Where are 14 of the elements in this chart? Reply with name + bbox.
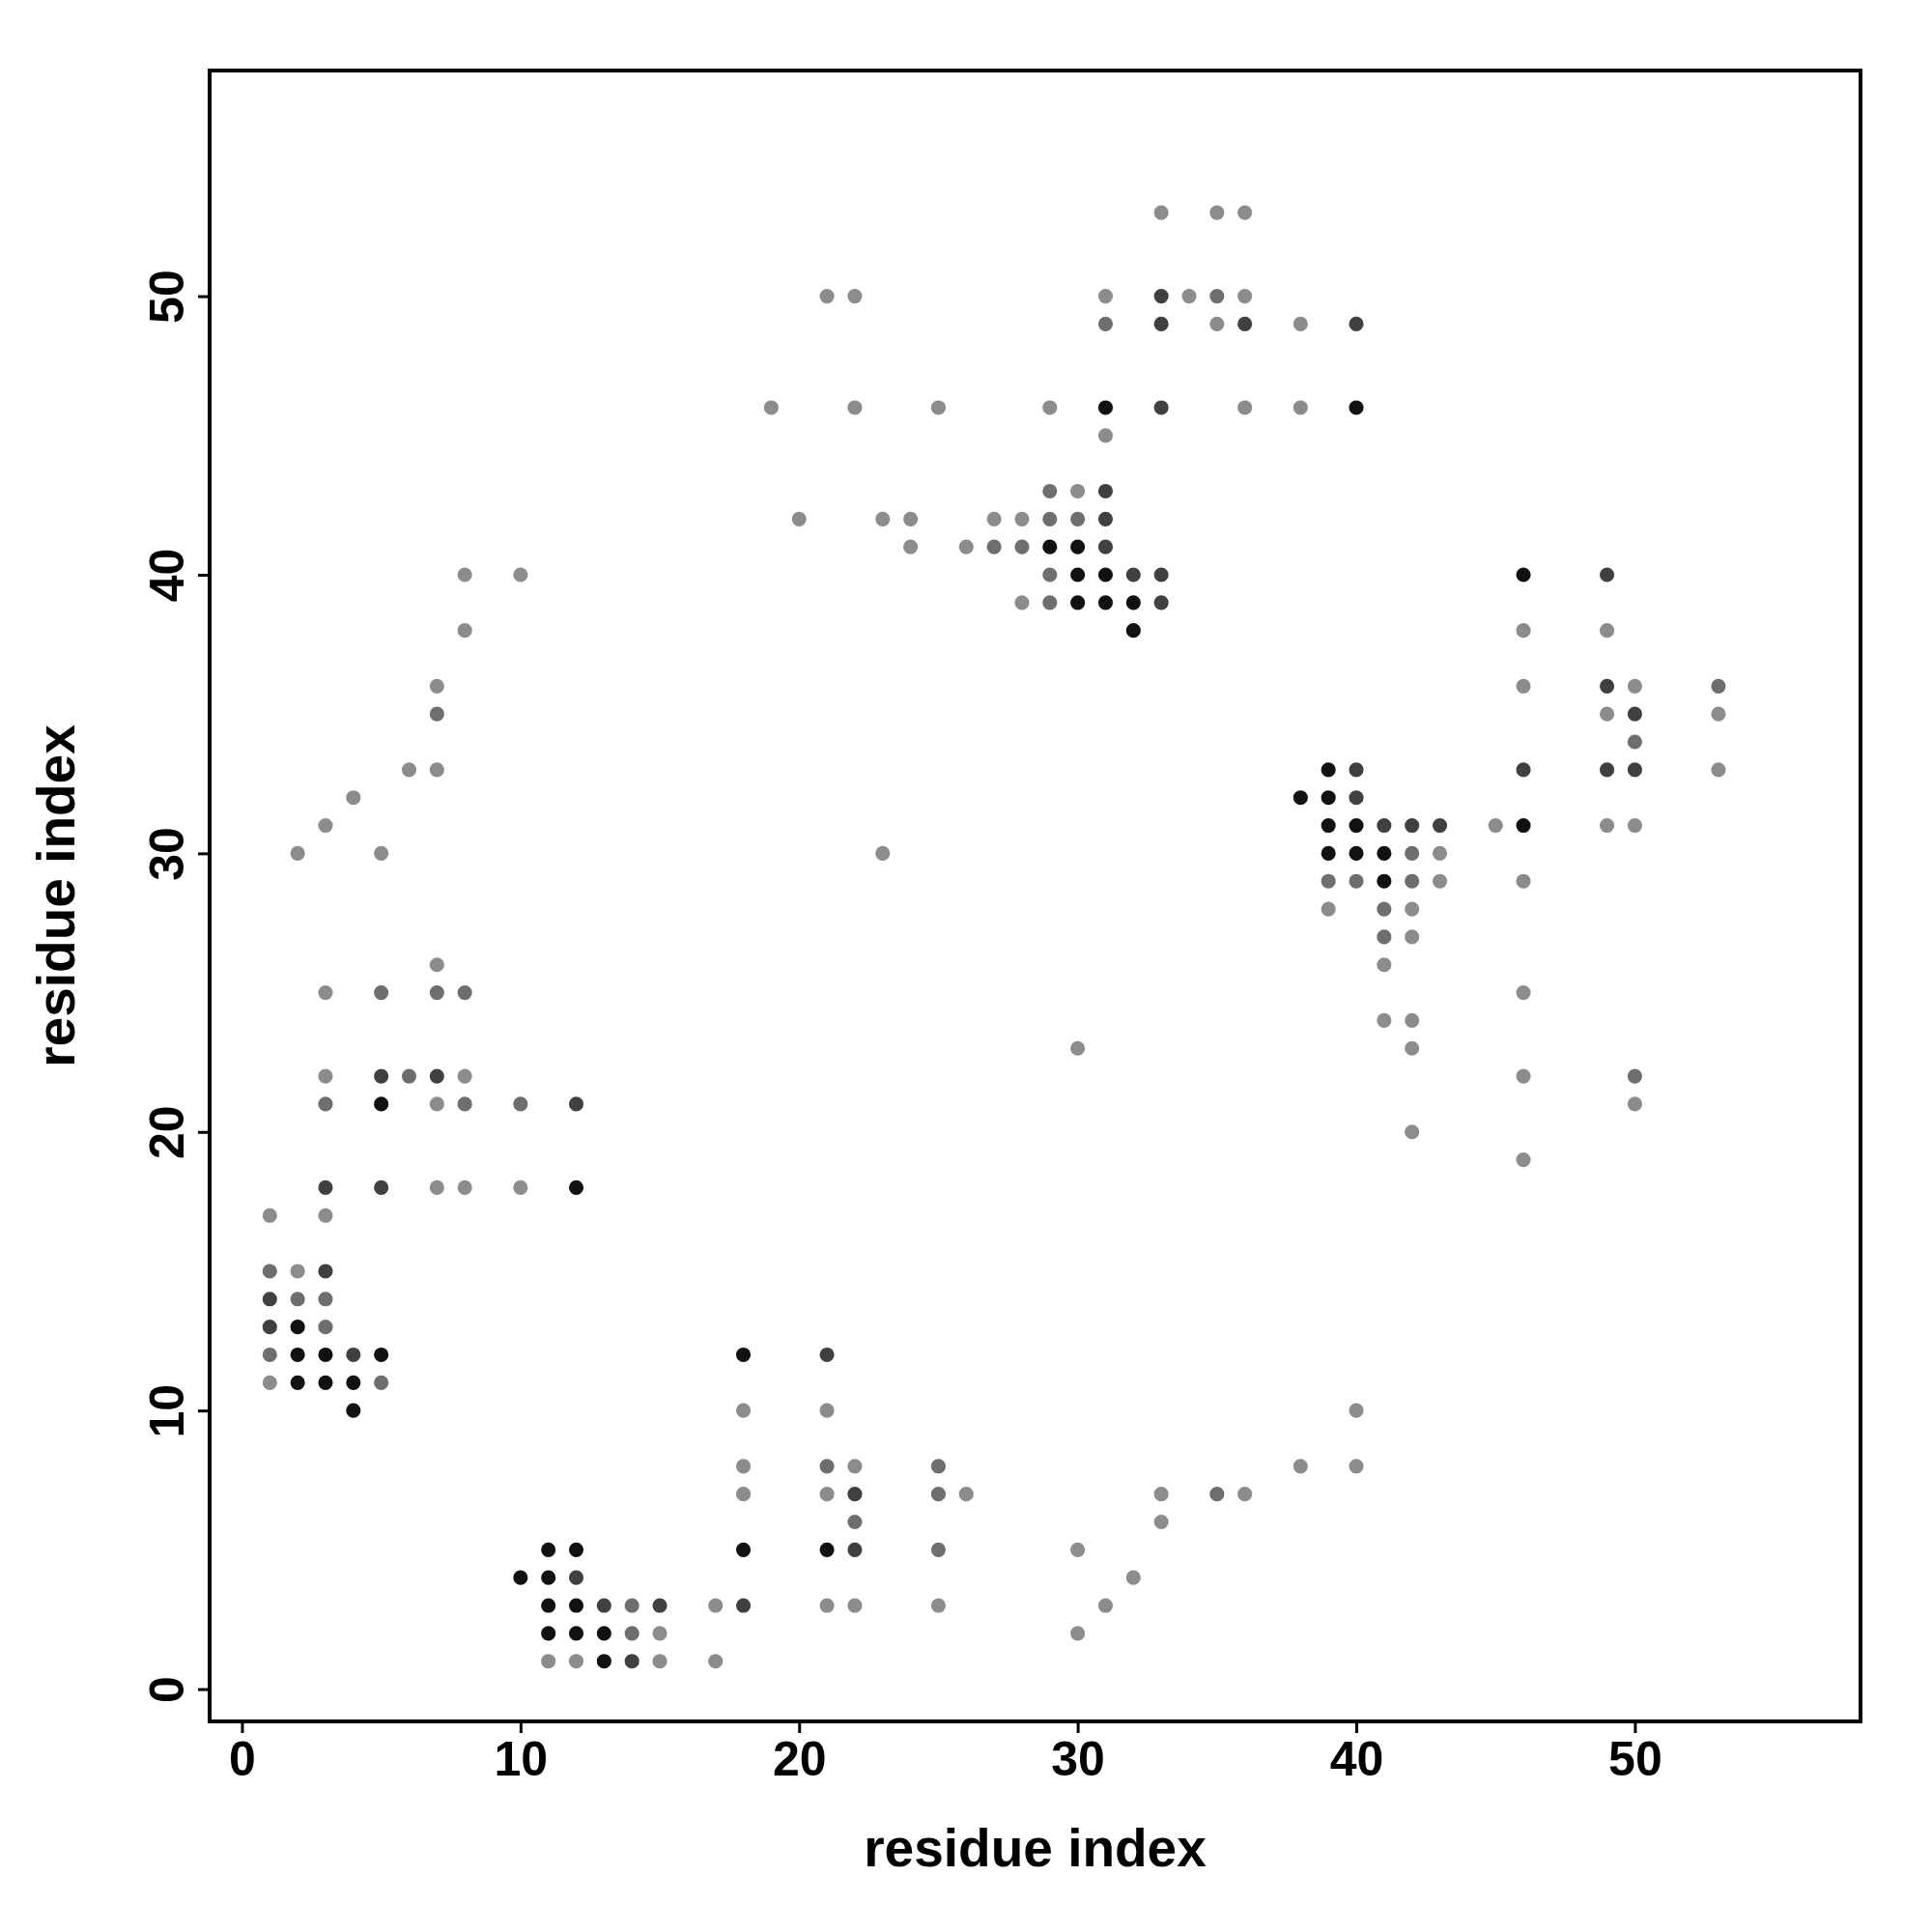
y-tick-label: 30 bbox=[139, 827, 194, 881]
x-tick-label: 0 bbox=[229, 1731, 256, 1786]
x-axis-title: residue index bbox=[864, 1818, 1208, 1878]
y-tick-label: 0 bbox=[139, 1676, 194, 1703]
x-tick-label: 50 bbox=[1608, 1731, 1662, 1786]
x-tick-label: 40 bbox=[1329, 1731, 1384, 1786]
x-tick-label: 10 bbox=[494, 1731, 549, 1786]
x-tick-label: 30 bbox=[1051, 1731, 1105, 1786]
y-tick-label: 20 bbox=[139, 1105, 194, 1160]
y-tick-label: 40 bbox=[139, 548, 194, 603]
x-tick-label: 20 bbox=[772, 1731, 827, 1786]
y-tick-label: 50 bbox=[139, 270, 194, 324]
y-axis-title: residue index bbox=[26, 724, 86, 1067]
y-tick-label: 10 bbox=[139, 1383, 194, 1438]
